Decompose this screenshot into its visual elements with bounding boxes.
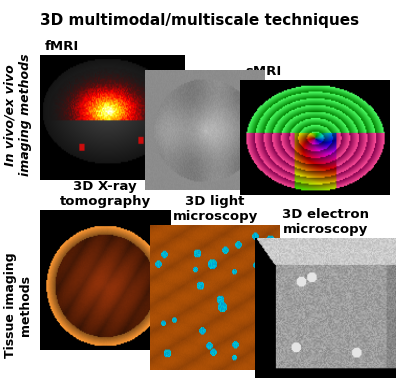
Text: sMRI: sMRI — [245, 65, 281, 78]
Text: Tissue imaging
methods: Tissue imaging methods — [4, 252, 32, 358]
Text: 3D multimodal/multiscale techniques: 3D multimodal/multiscale techniques — [40, 13, 360, 28]
Text: 3D light
microscopy: 3D light microscopy — [172, 195, 258, 223]
Text: 3D electron
microscopy: 3D electron microscopy — [282, 208, 368, 236]
Text: fMRI: fMRI — [45, 40, 79, 53]
Text: 3D X-ray
tomography: 3D X-ray tomography — [60, 180, 150, 208]
Text: In vivo/ex vivo
imaging methods: In vivo/ex vivo imaging methods — [4, 54, 32, 176]
